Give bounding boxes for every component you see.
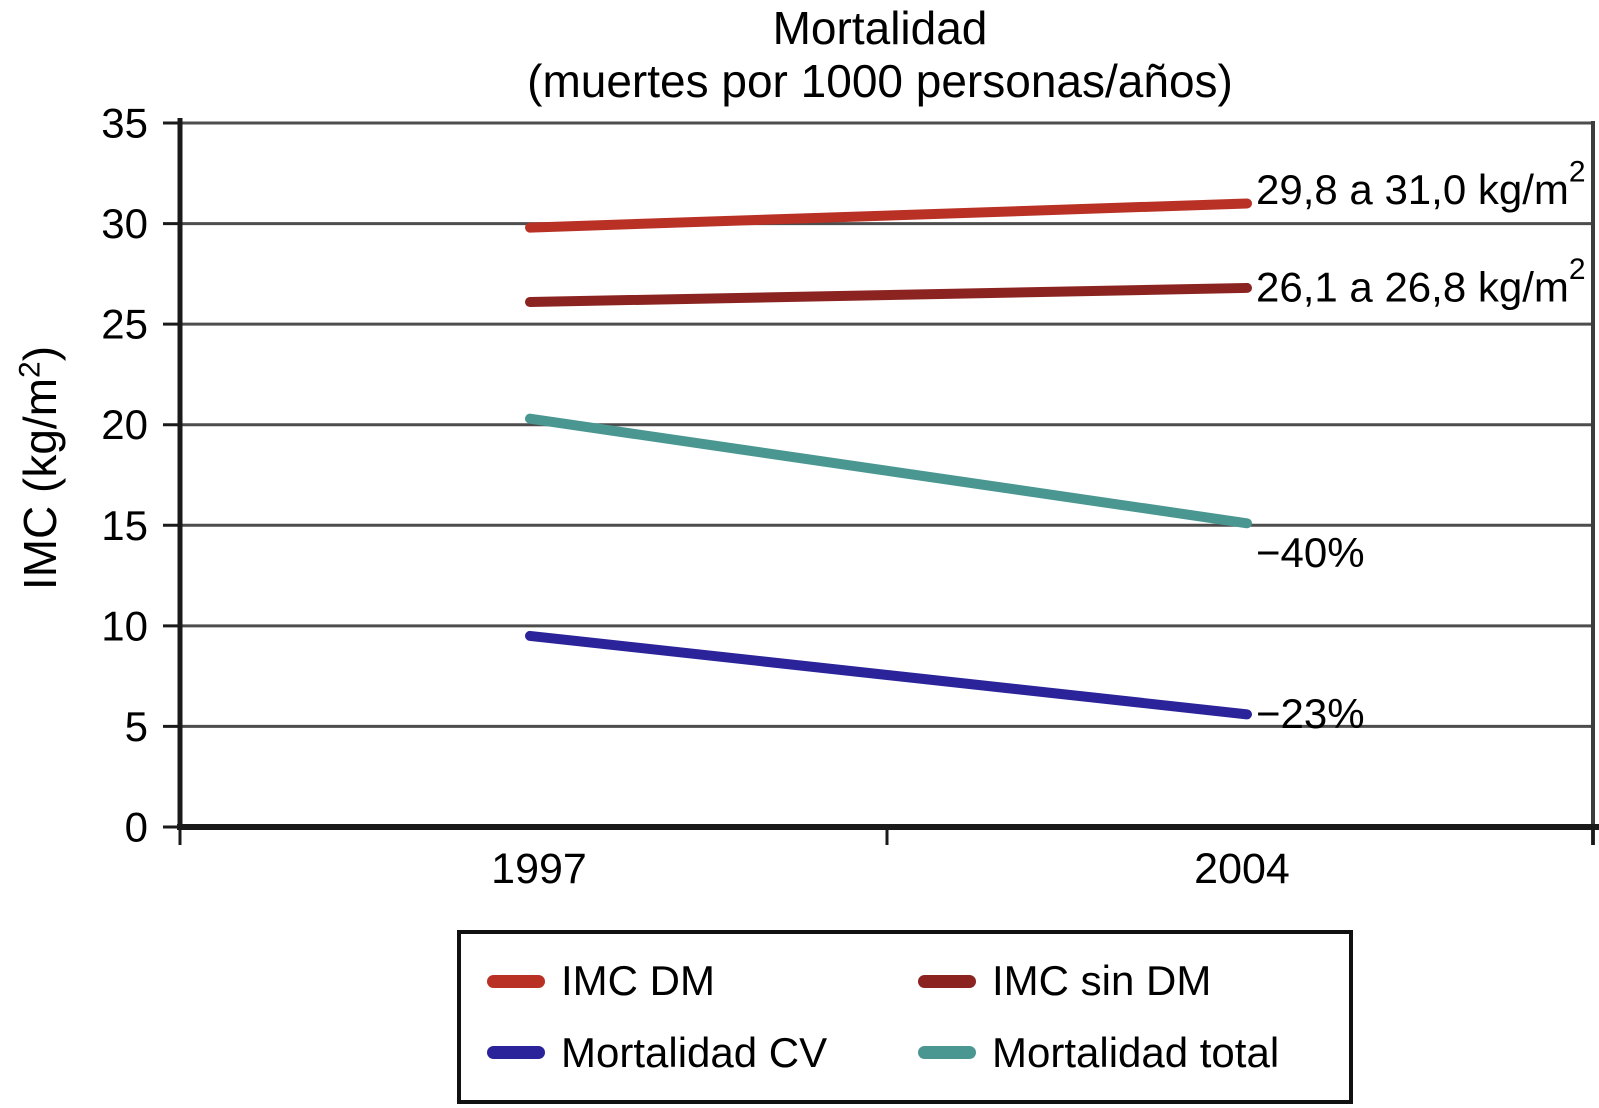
y-tick-label: 35 xyxy=(101,100,148,147)
y-axis-title-sup: 2 xyxy=(13,361,47,378)
series-line-mortalidad-total xyxy=(525,413,1252,529)
x-tick-label: 2004 xyxy=(1194,845,1290,893)
series-line-imc-dm xyxy=(525,198,1252,233)
y-tick-label: 5 xyxy=(125,703,148,750)
legend-item-imc-dm: IMC DM xyxy=(487,957,918,1005)
chart-title-block: Mortalidad (muertes por 1000 personas/añ… xyxy=(180,2,1580,108)
legend-label-mortalidad-cv: Mortalidad CV xyxy=(561,1028,828,1076)
series-line-imc-sin-dm xyxy=(525,282,1252,308)
legend-label-imc-sin-dm: IMC sin DM xyxy=(992,957,1212,1005)
legend: IMC DM IMC sin DM Mortalidad CV Mortalid… xyxy=(457,930,1353,1104)
series-line-mortalidad-cv xyxy=(525,630,1252,720)
legend-item-mortalidad-total: Mortalidad total xyxy=(918,1029,1349,1077)
annotation-label: 26,1 a 26,8 kg/m2 xyxy=(1256,252,1586,310)
legend-swatch-imc-dm xyxy=(487,974,545,988)
y-tick-label: 10 xyxy=(101,602,148,649)
annotation-label: 29,8 a 31,0 kg/m2 xyxy=(1256,155,1586,213)
y-tick-label: 30 xyxy=(101,200,148,247)
y-tick-label: 25 xyxy=(101,301,148,348)
legend-swatch-mortalidad-cv xyxy=(487,1046,545,1060)
y-tick-label: 15 xyxy=(101,502,148,549)
chart-title: Mortalidad xyxy=(772,2,988,54)
annotation-label: −40% xyxy=(1256,529,1365,576)
annotation-label: −23% xyxy=(1256,690,1365,737)
y-tick-label: 0 xyxy=(125,804,148,851)
legend-label-imc-dm: IMC DM xyxy=(561,957,715,1005)
y-tick-label: 20 xyxy=(101,401,148,448)
x-tick-label: 1997 xyxy=(491,845,587,893)
legend-swatch-imc-sin-dm xyxy=(918,974,976,988)
y-axis-title-text: IMC (kg/m xyxy=(14,377,66,591)
legend-swatch-mortalidad-total xyxy=(918,1046,976,1060)
y-axis-title: IMC (kg/m2) xyxy=(13,346,67,590)
legend-label-mortalidad-total: Mortalidad total xyxy=(992,1028,1280,1076)
chart-subtitle: (muertes por 1000 personas/años) xyxy=(527,55,1233,107)
legend-item-mortalidad-cv: Mortalidad CV xyxy=(487,1029,918,1077)
y-axis-title-end: ) xyxy=(14,345,66,362)
legend-item-imc-sin-dm: IMC sin DM xyxy=(918,957,1349,1005)
